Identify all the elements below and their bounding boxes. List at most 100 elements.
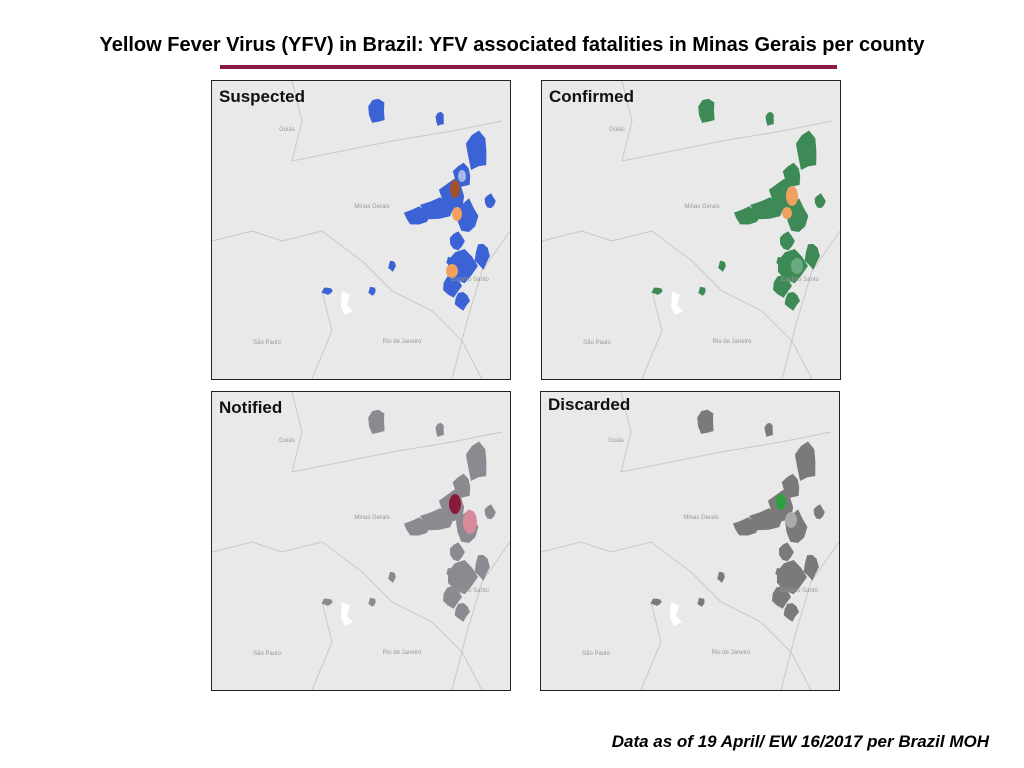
state-border [311,601,333,690]
county-cluster [697,409,714,434]
state-border [621,81,833,162]
map: Goiás Minas Gerais Espírito Santo São Paulo… [212,392,510,690]
county-cluster [783,603,799,622]
place-label: Goiás [279,438,295,444]
county-cluster [795,130,817,170]
place-label: São Paulo [253,651,281,657]
county-cluster [784,292,800,311]
county-cluster [803,554,819,581]
footnote: Data as of 19 April/ EW 16/2017 per Braz… [611,732,989,751]
state-border [291,81,503,162]
county-cluster [454,603,470,622]
map: Goiás Minas Gerais Espírito Santo São Paulo… [542,81,840,379]
county-cluster [749,508,783,531]
county-cluster [449,231,465,251]
county-cluster [698,98,715,123]
title-rule [220,65,837,69]
county-cluster [814,193,826,209]
county-highlight [449,494,461,514]
state-border [212,230,483,379]
county-cluster [776,256,784,266]
county-cluster [697,597,705,607]
county-cluster [446,256,454,266]
county-cluster [420,197,454,220]
state-border [780,541,839,690]
county-cluster [443,585,462,609]
county-cluster [403,206,430,225]
county-highlight [785,512,797,528]
county-cluster [454,292,470,311]
state-border [291,392,503,473]
county-cluster [465,130,487,170]
county-cluster [368,98,385,123]
county-cluster [449,542,465,562]
state-border [311,290,333,379]
panel-label: Discarded [548,395,631,414]
map-panel: Goiás Minas Gerais Espírito Santo São Paulo… [540,391,840,691]
state-border [451,230,510,379]
county-cluster [435,422,444,437]
county-cluster [718,260,726,272]
county-cluster [484,193,496,209]
county-cluster [776,560,807,595]
county-cluster [465,441,487,481]
county-cluster [773,274,792,298]
panel-label: Notified [219,398,283,417]
slide-title: Yellow Fever Virus (YFV) in Brazil: YFV … [99,34,925,56]
state-border [620,392,832,473]
place-label: Minas Gerais [354,515,389,521]
county-highlight [776,494,786,510]
place-label: Minas Gerais [683,515,718,521]
county-cluster [785,198,809,232]
place-label: Goiás [609,127,625,133]
county-highlight [446,264,458,278]
county-cluster [403,517,430,536]
place-label: Minas Gerais [354,204,389,210]
county-cluster [368,409,385,434]
water-body [671,291,683,315]
map: Goiás Minas Gerais Espírito Santo São Paulo… [212,81,510,379]
place-label: Minas Gerais [684,204,719,210]
county-highlight [450,180,460,198]
county-cluster [779,231,795,251]
state-border [781,230,840,379]
county-cluster [368,597,376,607]
place-label: São Paulo [253,340,281,346]
county-highlight [791,258,803,274]
county-cluster [420,508,454,531]
county-highlight [452,207,462,221]
place-label: São Paulo [582,651,610,657]
county-highlight [786,186,798,206]
county-cluster [650,598,662,606]
county-cluster [321,287,333,295]
county-cluster [750,197,784,220]
county-cluster [765,111,774,126]
map-panel: Goiás Minas Gerais Espírito Santo São Paulo… [211,80,511,380]
county-cluster [804,243,820,270]
county-cluster [764,422,773,437]
county-cluster [732,517,759,536]
place-label: Rio de Janeiro [383,339,422,345]
county-cluster [651,287,663,295]
county-cluster [813,504,825,520]
place-label: Espírito Santo [451,277,489,283]
county-highlight [463,510,477,534]
county-cluster [443,274,462,298]
place-label: Rio de Janeiro [712,650,751,656]
state-border [641,290,663,379]
place-label: Espírito Santo [781,277,819,283]
county-cluster [717,571,725,583]
county-cluster [772,585,791,609]
county-highlight [458,170,466,182]
county-cluster [368,286,376,296]
water-body [670,602,682,626]
county-cluster [388,571,396,583]
place-label: Goiás [279,127,295,133]
panel-label: Suspected [219,87,305,106]
state-border [212,541,483,690]
county-cluster [484,504,496,520]
panel-label: Confirmed [549,87,634,106]
place-label: Rio de Janeiro [383,650,422,656]
county-cluster [388,260,396,272]
